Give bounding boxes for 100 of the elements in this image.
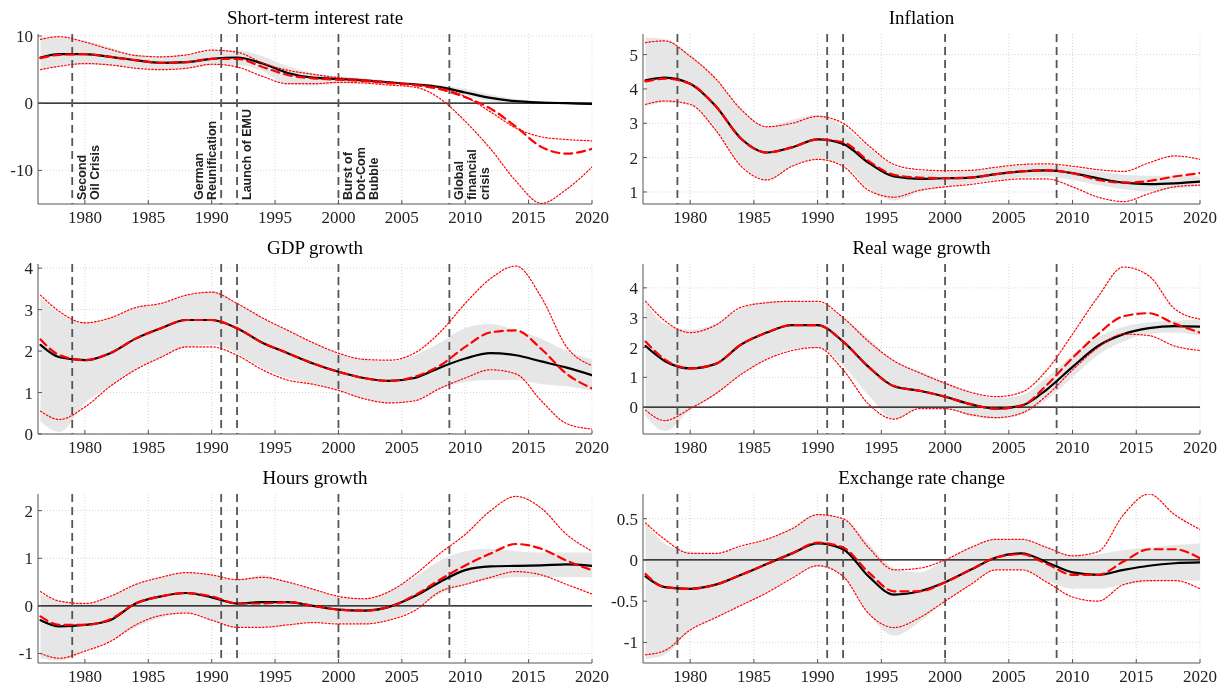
x-tick-label: 2010 bbox=[448, 208, 483, 227]
line-series bbox=[39, 265, 592, 367]
x-tick-label: 2010 bbox=[1055, 667, 1090, 686]
y-tick-label: -1 bbox=[623, 633, 638, 653]
y-tick-label: 10 bbox=[16, 27, 33, 47]
line-series bbox=[39, 495, 592, 605]
x-tick-label: 1990 bbox=[194, 667, 229, 686]
line-series bbox=[39, 571, 592, 659]
x-tick-label: 1990 bbox=[194, 208, 229, 227]
x-tick-label: 1990 bbox=[800, 208, 835, 227]
x-tick-label: 1995 bbox=[258, 208, 293, 227]
y-tick-label: 0 bbox=[24, 596, 33, 616]
chart-title: Inflation bbox=[888, 7, 955, 28]
x-tick-label: 1990 bbox=[800, 438, 835, 457]
line-series bbox=[644, 266, 1200, 398]
ref-line-label: Second Oil Crisis bbox=[75, 145, 103, 200]
x-tick-label: 2015 bbox=[1119, 208, 1154, 227]
x-tick-label: 1995 bbox=[864, 667, 899, 686]
y-tick-label: 3 bbox=[24, 300, 33, 320]
y-tick-label: 0 bbox=[629, 398, 638, 418]
x-tick-label: 1980 bbox=[67, 667, 102, 686]
x-tick-label: 2020 bbox=[1183, 208, 1217, 227]
y-tick-label: 0.5 bbox=[616, 509, 638, 529]
x-tick-label: 1985 bbox=[736, 667, 771, 686]
y-tick-label: 4 bbox=[24, 259, 34, 279]
y-tick-label: 0 bbox=[24, 94, 33, 114]
y-tick-label: 1 bbox=[24, 383, 33, 403]
x-tick-label: 2000 bbox=[321, 208, 356, 227]
x-tick-label: 1985 bbox=[131, 438, 166, 457]
chart-title: Real wage growth bbox=[852, 237, 992, 258]
line-series bbox=[39, 346, 592, 430]
y-tick-label: 4 bbox=[629, 278, 639, 298]
x-tick-label: 2015 bbox=[1119, 438, 1154, 457]
x-tick-label: 2005 bbox=[384, 667, 419, 686]
chart-title: Hours growth bbox=[262, 467, 368, 488]
x-tick-label: 1985 bbox=[736, 438, 771, 457]
y-tick-label: 2 bbox=[629, 338, 638, 358]
x-tick-label: 2020 bbox=[1183, 438, 1217, 457]
y-tick-label: 2 bbox=[24, 501, 33, 521]
chart-title: Short-term interest rate bbox=[226, 7, 404, 28]
y-tick-label: 2 bbox=[629, 148, 638, 168]
x-tick-label: 1995 bbox=[864, 438, 899, 457]
x-tick-label: 2005 bbox=[991, 667, 1026, 686]
line-series bbox=[39, 542, 592, 627]
ref-line-label: Burst of Dot-Com Bubble bbox=[341, 147, 382, 200]
ref-line-label: German Reunification bbox=[192, 120, 220, 200]
y-tick-label: 0 bbox=[629, 550, 638, 570]
x-tick-label: 2020 bbox=[575, 667, 609, 686]
x-tick-label: 1980 bbox=[673, 667, 708, 686]
chart-title: Exchange rate change bbox=[838, 467, 1005, 488]
x-tick-label: 1985 bbox=[131, 667, 166, 686]
x-tick-label: 1980 bbox=[67, 208, 102, 227]
x-tick-label: 1995 bbox=[258, 667, 293, 686]
x-tick-label: 2015 bbox=[511, 667, 546, 686]
y-tick-label: 0 bbox=[24, 425, 33, 444]
x-tick-label: 2015 bbox=[511, 438, 546, 457]
y-tick-label: 3 bbox=[629, 308, 638, 328]
x-tick-label: 1980 bbox=[67, 438, 102, 457]
x-tick-label: 1995 bbox=[258, 438, 293, 457]
x-tick-label: 2005 bbox=[384, 438, 419, 457]
x-tick-label: 2000 bbox=[928, 667, 963, 686]
x-tick-label: 2010 bbox=[448, 667, 483, 686]
line-series bbox=[39, 563, 592, 628]
ref-line-label: Launch of EMU bbox=[240, 109, 255, 200]
y-tick-label: 1 bbox=[629, 182, 638, 202]
x-tick-label: 2000 bbox=[321, 667, 356, 686]
x-tick-label: 1985 bbox=[736, 208, 771, 227]
x-tick-label: 2015 bbox=[511, 208, 546, 227]
ref-line-label: Global financial crisis bbox=[452, 149, 493, 200]
x-tick-label: 1995 bbox=[864, 208, 899, 227]
chart-title: GDP growth bbox=[267, 237, 364, 258]
y-tick-label: -1 bbox=[18, 644, 33, 664]
y-tick-label: 5 bbox=[629, 45, 638, 65]
line-series bbox=[644, 565, 1200, 656]
x-tick-label: 2005 bbox=[384, 208, 419, 227]
x-tick-label: 2010 bbox=[1055, 208, 1090, 227]
x-tick-label: 1990 bbox=[800, 667, 835, 686]
y-tick-label: 1 bbox=[24, 549, 33, 569]
line-series bbox=[644, 40, 1200, 172]
x-tick-label: 2020 bbox=[575, 208, 609, 227]
x-tick-label: 1980 bbox=[673, 208, 708, 227]
y-tick-label: -0.5 bbox=[611, 592, 638, 612]
x-tick-label: 1990 bbox=[194, 438, 229, 457]
x-tick-label: 2005 bbox=[991, 438, 1026, 457]
x-tick-label: 2010 bbox=[448, 438, 483, 457]
x-tick-label: 1980 bbox=[673, 438, 708, 457]
y-tick-label: 4 bbox=[629, 79, 639, 99]
y-tick-label: -10 bbox=[10, 161, 33, 181]
x-tick-label: 2010 bbox=[1055, 438, 1090, 457]
x-tick-label: 2020 bbox=[1183, 667, 1217, 686]
x-tick-label: 2000 bbox=[321, 438, 356, 457]
y-tick-label: 3 bbox=[629, 114, 638, 134]
x-tick-label: 2015 bbox=[1119, 667, 1154, 686]
x-tick-label: 2000 bbox=[928, 208, 963, 227]
line-series bbox=[644, 333, 1200, 422]
x-tick-label: 2020 bbox=[575, 438, 609, 457]
x-tick-label: 2005 bbox=[991, 208, 1026, 227]
x-tick-label: 1985 bbox=[131, 208, 166, 227]
x-tick-label: 2000 bbox=[928, 438, 963, 457]
y-tick-label: 1 bbox=[629, 368, 638, 388]
